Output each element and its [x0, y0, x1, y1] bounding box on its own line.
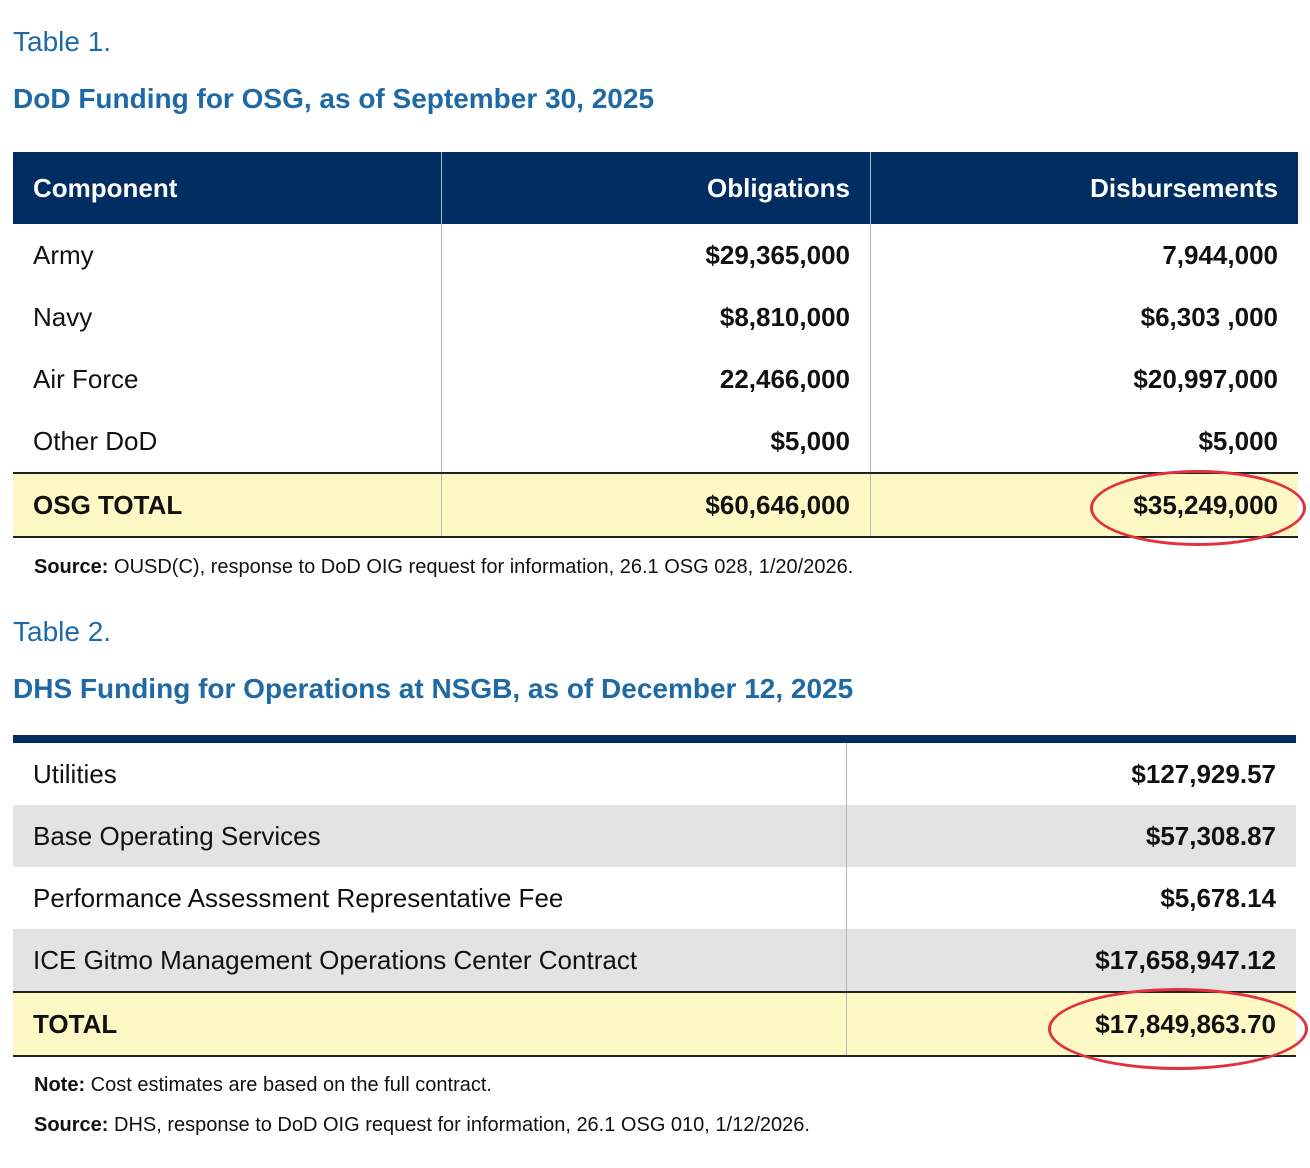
table-row: Other DoD $5,000 $5,000 — [13, 410, 1298, 473]
cell-obligations: 22,466,000 — [441, 348, 871, 410]
table-row: Army $29,365,000 7,944,000 — [13, 224, 1298, 286]
highlight-circle — [1048, 988, 1308, 1070]
cell-component: Air Force — [13, 348, 442, 410]
highlight-circle — [1090, 470, 1306, 546]
table1-source: Source: OUSD(C), response to DoD OIG req… — [34, 556, 853, 579]
cell-amount: $127,929.57 — [1131, 758, 1276, 789]
total-label: TOTAL — [13, 991, 847, 1057]
cell-amount: $17,658,947.12 — [846, 929, 1296, 992]
source-text: DHS, response to DoD OIG request for inf… — [108, 1114, 810, 1136]
cell-obligations: $8,810,000 — [441, 286, 871, 348]
cell-amount: $57,308.87 — [846, 805, 1296, 867]
table-row: ICE Gitmo Management Operations Center C… — [13, 929, 1296, 992]
table-row: Utilities $127,929.57 — [13, 743, 1296, 805]
total-obligations: $60,646,000 — [441, 472, 871, 538]
table1-label: Table 1. — [13, 26, 112, 57]
header-obligations: Obligations — [441, 152, 871, 224]
table1: Component Obligations Disbursements Army… — [13, 152, 1298, 538]
cell-item: Base Operating Services — [13, 805, 847, 867]
note-text: Cost estimates are based on the full con… — [85, 1074, 492, 1096]
cell-component: Other DoD — [13, 410, 442, 473]
table-row: Air Force 22,466,000 $20,997,000 — [13, 348, 1298, 410]
table-row: Navy $8,810,000 $6,303 ,000 — [13, 286, 1298, 348]
table2-note: Note: Cost estimates are based on the fu… — [34, 1074, 492, 1097]
table-row: Base Operating Services $57,308.87 — [13, 805, 1296, 867]
cell-component: Army — [13, 224, 442, 286]
cell-disbursements: 7,944,000 — [1162, 239, 1278, 270]
cell-obligations: $29,365,000 — [441, 224, 871, 286]
source-label: Source: — [34, 556, 109, 578]
table1-title: DoD Funding for OSG, as of September 30,… — [13, 83, 655, 114]
table-row: Performance Assessment Representative Fe… — [13, 867, 1296, 929]
header-component: Component — [13, 152, 442, 224]
table1-header-row: Component Obligations Disbursements — [13, 152, 1298, 224]
note-label: Note: — [34, 1074, 86, 1096]
cell-disbursements: $20,997,000 — [1133, 363, 1278, 394]
cell-disbursements: $5,000 — [1198, 425, 1278, 456]
cell-item: Performance Assessment Representative Fe… — [13, 867, 847, 929]
cell-item: ICE Gitmo Management Operations Center C… — [13, 929, 847, 992]
header-disbursements: Disbursements — [870, 152, 1298, 224]
table2-source: Source: DHS, response to DoD OIG request… — [34, 1114, 810, 1137]
source-label: Source: — [34, 1114, 109, 1136]
cell-component: Navy — [13, 286, 442, 348]
source-text: OUSD(C), response to DoD OIG request for… — [108, 556, 854, 578]
table2-top-bar — [13, 735, 1296, 743]
cell-item: Utilities — [13, 743, 847, 805]
cell-disbursements: $6,303 ,000 — [1140, 301, 1278, 332]
table2-title: DHS Funding for Operations at NSGB, as o… — [13, 673, 854, 704]
total-label: OSG TOTAL — [13, 472, 442, 538]
cell-obligations: $5,000 — [441, 410, 871, 473]
table2-label: Table 2. — [13, 616, 112, 647]
cell-amount: $5,678.14 — [1160, 882, 1276, 913]
